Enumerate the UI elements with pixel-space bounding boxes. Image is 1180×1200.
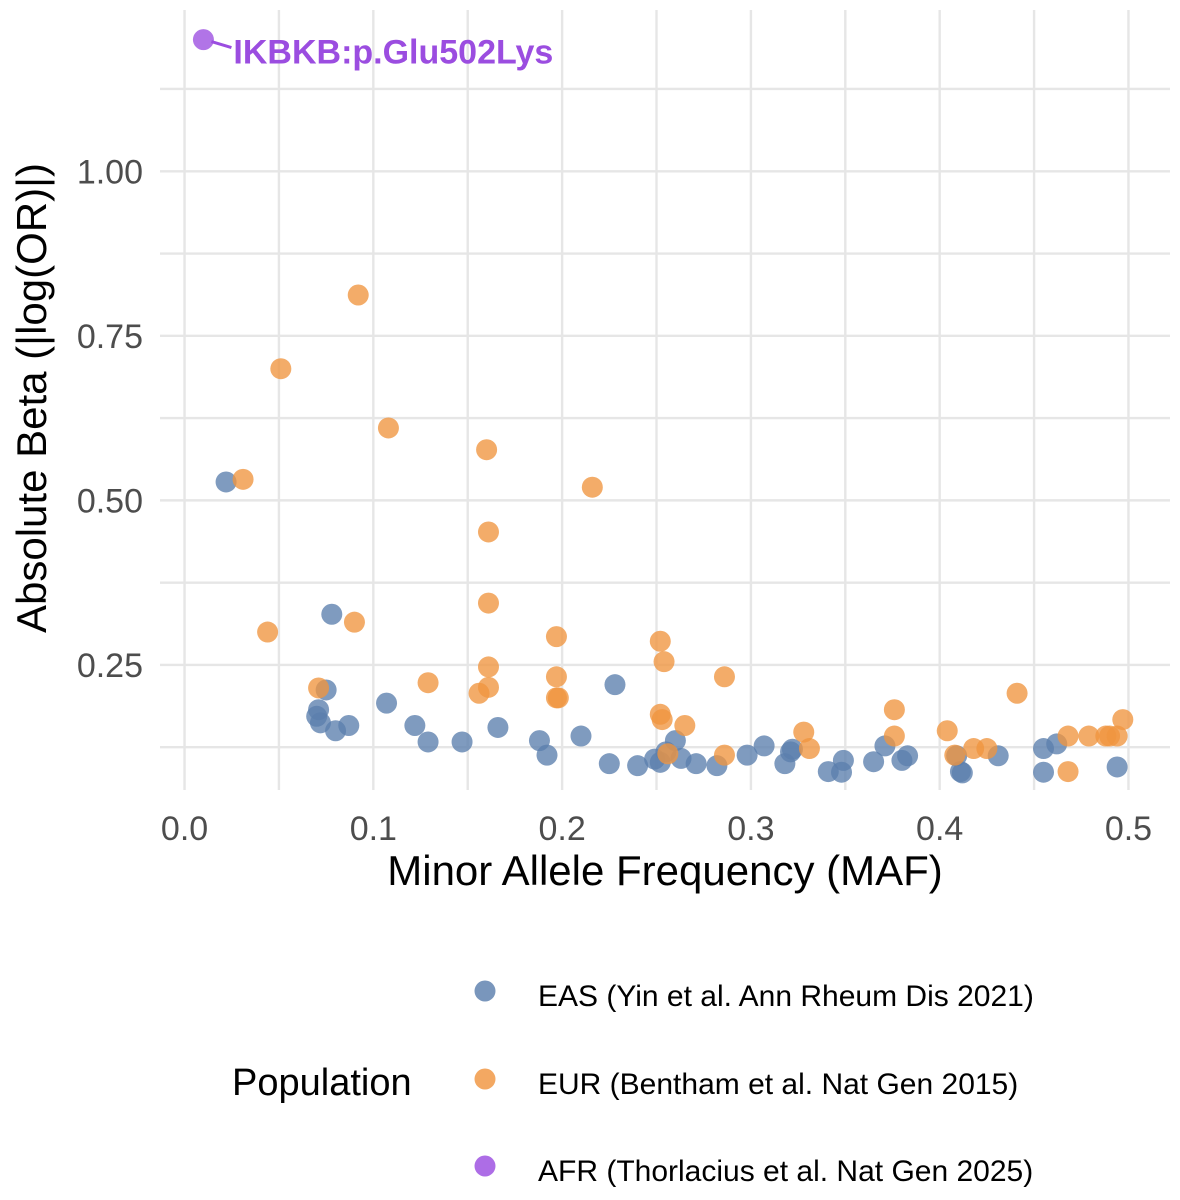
data-point-eur	[270, 358, 292, 380]
legend-marker-eur	[474, 1068, 496, 1090]
data-point-eur	[257, 621, 279, 643]
data-point-eas	[451, 731, 473, 753]
series-afr	[192, 29, 214, 51]
data-point-eur	[545, 666, 567, 688]
x-tick-label: 0.1	[350, 810, 397, 848]
data-point-eur	[883, 699, 905, 721]
data-point-eur	[477, 656, 499, 678]
data-point-eur	[581, 476, 603, 498]
data-point-eur	[347, 284, 369, 306]
data-point-eur	[476, 439, 498, 461]
data-point-eur	[417, 672, 439, 694]
legend-label-eur: EUR (Bentham et al. Nat Gen 2015)	[538, 1068, 1018, 1101]
data-point-eur	[713, 744, 735, 766]
y-tick-label: 0.50	[77, 482, 143, 520]
data-point-eur	[1057, 725, 1079, 747]
grid	[160, 10, 1170, 790]
data-point-eas	[627, 755, 649, 777]
legend-marker-eas	[474, 980, 496, 1002]
data-point-eur	[545, 626, 567, 648]
data-point-eur	[1106, 725, 1128, 747]
legend: Population EAS (Yin et al. Ann Rheum Dis…	[232, 980, 1034, 1188]
data-point-eas	[598, 753, 620, 775]
data-point-eas	[215, 471, 237, 493]
data-point-eur	[944, 744, 966, 766]
data-point-eur	[343, 611, 365, 633]
legend-label-afr: AFR (Thorlacius et al. Nat Gen 2025)	[538, 1155, 1033, 1188]
data-point-eas	[1033, 761, 1055, 783]
data-point-eur	[1057, 761, 1079, 783]
data-point-eas	[338, 714, 360, 736]
data-point-eur	[477, 592, 499, 614]
data-point-eas	[832, 749, 854, 771]
y-tick-label: 0.75	[77, 318, 143, 356]
data-points	[192, 29, 1134, 784]
data-point-eas	[685, 753, 707, 775]
data-point-eur	[883, 725, 905, 747]
y-axis-title: Absolute Beta (|log(OR)|)	[8, 163, 55, 633]
data-point-eur	[653, 651, 675, 673]
annotation-connector	[210, 40, 232, 50]
data-point-eas	[376, 692, 398, 714]
axis-ticks: 0.0 0.1 0.2 0.3 0.4 0.5 0.25 0.50 0.75 1.00	[77, 153, 1152, 848]
data-point-eas	[321, 603, 343, 625]
data-point-afr	[192, 29, 214, 51]
data-point-eur	[1078, 725, 1100, 747]
data-point-eur	[936, 720, 958, 742]
data-point-eas	[863, 751, 885, 773]
data-point-eur	[798, 738, 820, 760]
data-point-eur	[308, 677, 330, 699]
x-tick-label: 0.4	[916, 810, 963, 848]
annotation-label: IKBKB:p.Glu502Lys	[233, 34, 553, 72]
data-point-eas	[753, 735, 775, 757]
data-point-eur	[649, 630, 671, 652]
data-point-eur	[477, 521, 499, 543]
x-tick-label: 0.2	[538, 810, 585, 848]
y-tick-label: 0.25	[77, 647, 143, 685]
annotations: IKBKB:p.Glu502Lys	[210, 34, 553, 72]
data-point-eur	[377, 417, 399, 439]
x-tick-label: 0.5	[1105, 810, 1152, 848]
data-point-eas	[417, 731, 439, 753]
data-point-eur	[976, 738, 998, 760]
data-point-eas	[604, 674, 626, 696]
data-point-eur	[674, 714, 696, 736]
data-point-eur	[1112, 709, 1134, 731]
data-point-eas	[570, 725, 592, 747]
x-axis-title: Minor Allele Frequency (MAF)	[387, 847, 943, 894]
data-point-eas	[536, 744, 558, 766]
data-point-eas	[951, 762, 973, 784]
series-eas	[215, 471, 1128, 784]
data-point-eas	[487, 716, 509, 738]
legend-marker-afr	[474, 1155, 496, 1177]
legend-title: Population	[232, 1062, 412, 1104]
data-point-eur	[477, 676, 499, 698]
data-point-eur	[657, 743, 679, 765]
data-point-eur	[793, 721, 815, 743]
data-point-eur	[232, 468, 254, 490]
x-tick-label: 0.3	[727, 810, 774, 848]
legend-label-eas: EAS (Yin et al. Ann Rheum Dis 2021)	[538, 980, 1034, 1013]
data-point-eur	[1006, 682, 1028, 704]
data-point-eur	[713, 666, 735, 688]
series-eur	[232, 284, 1134, 783]
data-point-eas	[404, 714, 426, 736]
data-point-eas	[736, 744, 758, 766]
data-point-eas	[781, 738, 803, 760]
y-tick-label: 1.00	[77, 153, 143, 191]
data-point-eur	[651, 709, 673, 731]
data-point-eur	[547, 687, 569, 709]
x-tick-label: 0.0	[161, 810, 208, 848]
data-point-eas	[1106, 756, 1128, 778]
data-point-eas	[897, 745, 919, 767]
